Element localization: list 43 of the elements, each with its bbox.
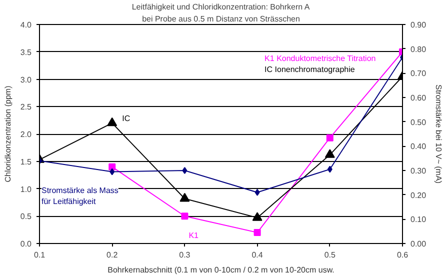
y2-axis-title: Stromstärke bei 10 V~ (mA) [434, 84, 444, 184]
point [254, 229, 261, 236]
y-tick-label: 0.5 [20, 212, 32, 222]
chart-subtitle: bei Probe aus 0.5 m Distanz von Strässchen [142, 14, 300, 24]
x-tick-label: 0.4 [252, 250, 264, 260]
annotation: K1 Konduktometrische Titration [264, 54, 376, 63]
x-tick-label: 0.2 [106, 250, 118, 260]
y-tick-label: 1.5 [20, 157, 32, 166]
y-tick-label: 1.0 [20, 184, 32, 194]
y2-tick-label: 0.30 [410, 166, 427, 176]
y-axis-title: Chloridkonzentration (ppm) [3, 85, 12, 182]
y2-tick-label: 0.70 [410, 69, 427, 78]
y-tick-label: 3.0 [20, 75, 32, 84]
y2-tick-label: 0.80 [410, 44, 427, 54]
x-axis-title: Bohrkernabschnitt (0.1 m von 0-10cm / 0.2 m von 10-20cm usw. [108, 266, 334, 274]
y2-tick-label: 0.60 [410, 94, 427, 102]
x-tick-label: 0.6 [396, 250, 409, 260]
series-label: Stromstärke als Mass für Leitfähigkeit [42, 186, 118, 206]
point [110, 168, 115, 176]
point [254, 188, 260, 196]
point [327, 166, 332, 173]
y-tick-label: 4.0 [20, 20, 32, 30]
series-label: IC [122, 114, 130, 124]
point [182, 167, 188, 174]
y2-tick-label: 0.20 [410, 190, 427, 200]
x-tick-label: 0.5 [324, 250, 336, 260]
annotation: IC Ionenchromatographie [264, 64, 356, 74]
point [181, 212, 188, 220]
y-tick-label: 2.5 [20, 102, 32, 112]
y2-tick-label: 0.90 [410, 20, 427, 30]
y2-tick-label: 0.00 [410, 240, 427, 248]
point [326, 134, 334, 142]
series-label: K1 [188, 231, 200, 240]
y-tick-label: 0.0 [20, 240, 32, 248]
x-tick-label: 0.1 [34, 250, 46, 260]
chart-title: Leitfähigkeit und Chloridkonzentration: Bohrkern A [132, 2, 310, 12]
y2-tick-label: 0.40 [410, 142, 427, 152]
point [108, 163, 116, 170]
x-tick-label: 0.3 [179, 250, 191, 260]
y-tick-label: 3.5 [20, 48, 32, 57]
y2-tick-label: 0.10 [410, 215, 427, 224]
y2-tick-label: 0.50 [410, 118, 427, 127]
y-tick-label: 2.0 [20, 130, 32, 139]
